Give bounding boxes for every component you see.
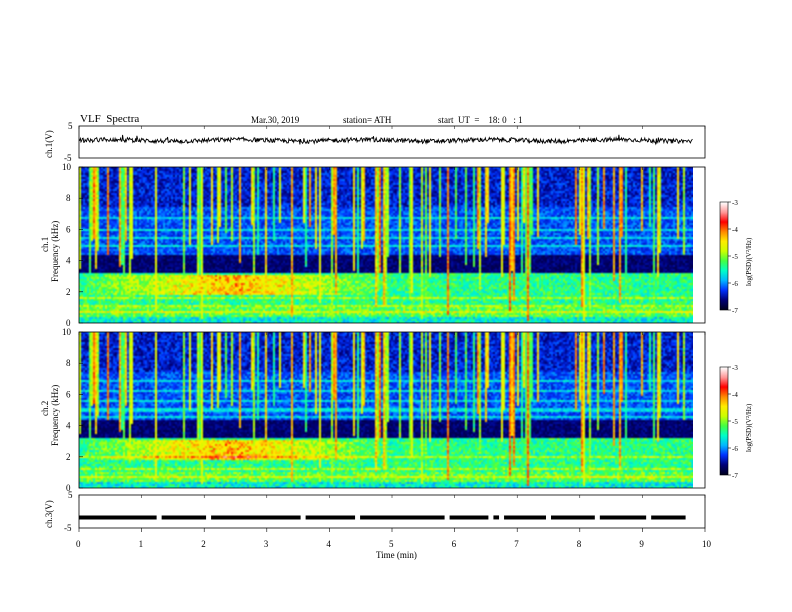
colorbar-tick-label: -5 [732,253,738,261]
ytick-label: 10 [62,162,72,172]
ch1-colorbar-ticks: -3 -4 -5 -6 -7 [728,199,738,315]
ch1-voltage-panel: 5 -5 ch.1(V) [44,121,706,163]
ch2-colorbar-ticks: -3 -4 -5 -6 -7 [728,364,738,480]
ch2-yticks: 10 8 6 4 2 0 [62,327,83,493]
ch3-voltage-panel: 5 -5 ch.3(V) [44,490,706,533]
xtick-label: 1 [139,539,144,549]
ch1-channel-label: ch.1 [40,237,50,252]
xtick-label: 0 [76,539,81,549]
ch2-channel-label: ch.2 [40,401,50,416]
ytick-label: 10 [62,327,72,337]
ch1-spectrogram-heatmap [79,167,693,323]
ch3-ytick-top: 5 [68,490,73,500]
ch1-voltage-frame [78,125,706,159]
ch1-colorbar-label: log(PSD)(V²/Hz) [745,237,753,286]
colorbar-tick-label: -6 [732,445,738,453]
ch1-yticks: 10 8 6 4 2 0 [62,162,83,328]
station-label: station= ATH [343,115,392,125]
ch1-voltage-ylabel: ch.1(V) [44,130,54,158]
ch1-voltage-trace [78,134,693,146]
xtick-label: 4 [326,539,331,549]
ytick-label: 0 [66,318,71,328]
colorbar-tick-label: -7 [732,472,738,480]
chart-title: VLF Spectra [80,113,140,125]
colorbar-tick-label: -4 [732,391,738,399]
ch1-ytick-top: 5 [68,121,73,131]
start-time-label: start UT = 18: 0 : 1 [438,115,523,125]
xtick-label: 9 [639,539,644,549]
ch1-ytick-bottom: -5 [64,153,72,163]
colorbar-tick-label: -6 [732,280,738,288]
xtick-label: 10 [702,539,712,549]
xtick-label: 3 [264,539,269,549]
ch1-frequency-ylabel: Frequency (kHz) [50,221,60,282]
ytick-label: 6 [66,224,71,234]
xtick-label: 7 [514,539,519,549]
ytick-label: 8 [66,193,71,203]
ch1-colorbar [720,202,728,310]
time-axis-label: Time (min) [376,550,417,560]
colorbar-tick-label: -4 [732,226,738,234]
ch3-ytick-bottom: -5 [64,523,72,533]
xtick-label: 2 [201,539,206,549]
time-axis: 0 1 2 3 4 5 6 7 8 9 10 [76,126,712,549]
ytick-label: 4 [66,421,71,431]
date-label: Mar.30, 2019 [251,115,300,125]
colorbar-tick-label: -5 [732,418,738,426]
ytick-label: 2 [66,452,71,462]
ytick-label: 8 [66,358,71,368]
colorbar-tick-label: -3 [732,364,738,372]
ch3-voltage-frame [78,494,706,529]
ytick-label: 0 [66,483,71,493]
xtick-label: 5 [389,539,394,549]
xtick-label: 8 [577,539,582,549]
ch3-voltage-ylabel: ch.3(V) [44,500,54,528]
ch2-colorbar [720,367,728,475]
ch2-spectrogram-heatmap [79,332,693,488]
xtick-label: 6 [452,539,457,549]
ch2-colorbar-label: log(PSD)(V²/Hz) [745,403,753,452]
ytick-label: 6 [66,389,71,399]
colorbar-tick-label: -3 [732,199,738,207]
ytick-label: 2 [66,287,71,297]
ytick-label: 4 [66,256,71,266]
colorbar-tick-label: -7 [732,307,738,315]
ch2-frequency-ylabel: Frequency (kHz) [50,385,60,446]
